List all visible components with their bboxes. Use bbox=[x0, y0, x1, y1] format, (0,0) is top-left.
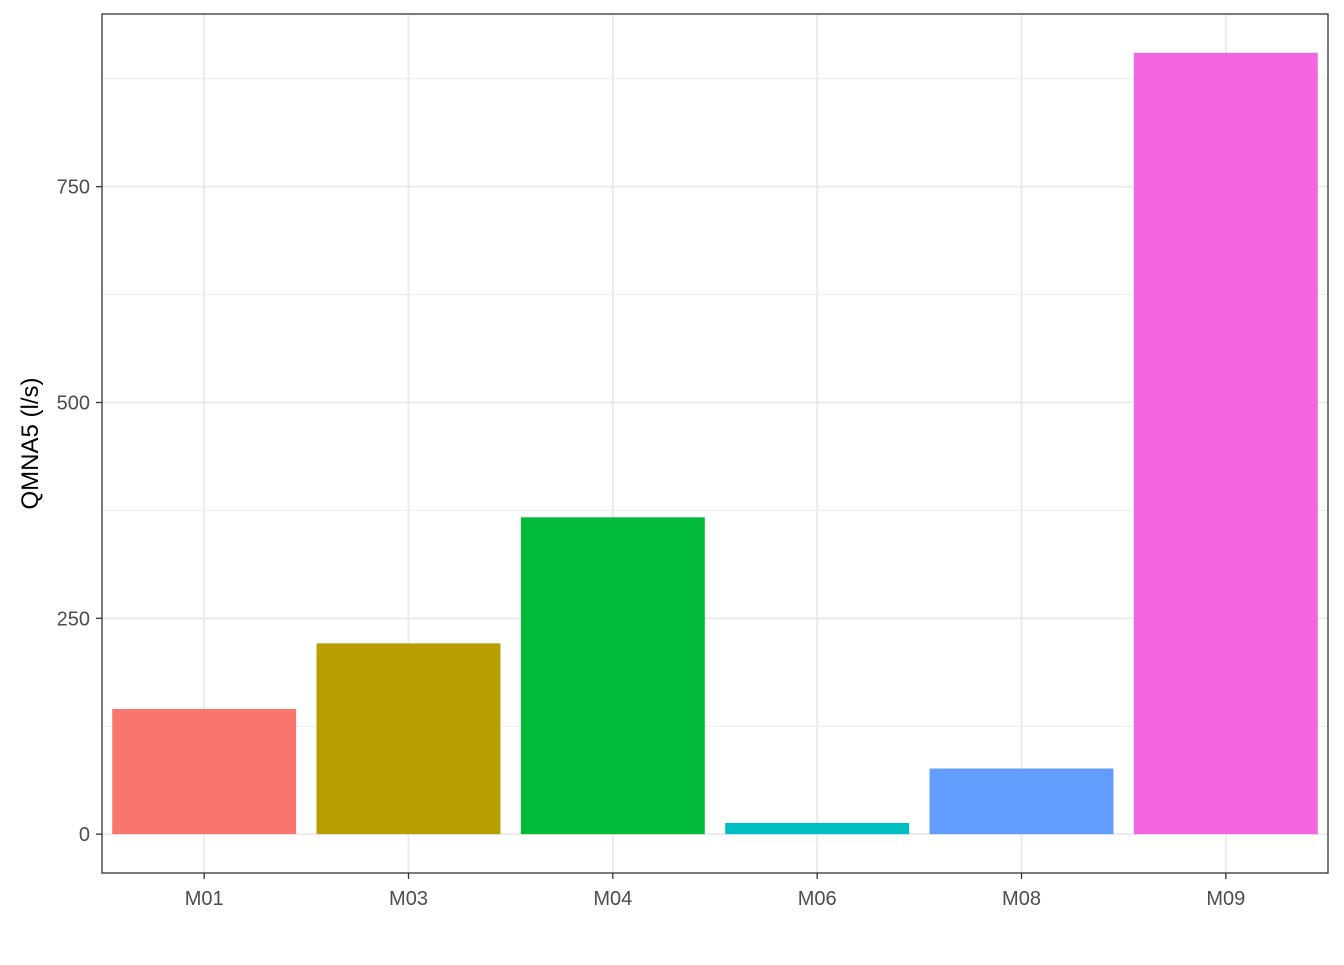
panel-border bbox=[101, 13, 1329, 874]
y-axis: 0 250 500 750 bbox=[57, 177, 102, 846]
bar-m04 bbox=[520, 517, 705, 835]
bar-m09 bbox=[1133, 52, 1318, 835]
x-tick-label: M03 bbox=[389, 888, 428, 910]
x-axis: M01 M03 M04 M06 M08 M09 bbox=[185, 873, 1245, 910]
x-tick-label: M09 bbox=[1206, 888, 1245, 910]
x-tick-label: M04 bbox=[593, 888, 632, 910]
bar-m01 bbox=[112, 708, 297, 835]
x-tick-label: M08 bbox=[1002, 888, 1041, 910]
bar-m08 bbox=[929, 768, 1114, 835]
y-tick-label: 750 bbox=[57, 177, 90, 199]
bar-m03 bbox=[316, 643, 501, 835]
y-axis-title: QMNA5 (l/s) bbox=[17, 378, 44, 510]
x-tick-label: M06 bbox=[798, 888, 837, 910]
bars bbox=[112, 52, 1318, 835]
y-tick-label: 500 bbox=[57, 392, 90, 414]
bar-m06 bbox=[725, 822, 910, 835]
x-tick-label: M01 bbox=[185, 888, 224, 910]
y-tick-label: 0 bbox=[79, 824, 90, 846]
y-tick-label: 250 bbox=[57, 608, 90, 630]
